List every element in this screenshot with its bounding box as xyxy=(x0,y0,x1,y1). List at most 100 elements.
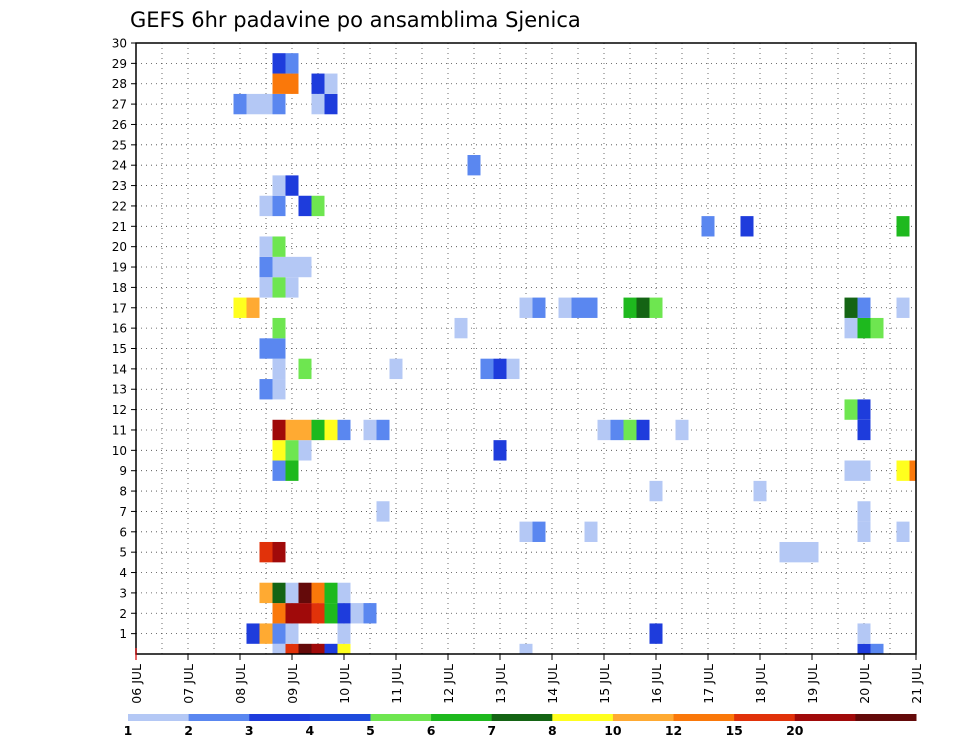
heatmap-cell xyxy=(857,317,871,339)
legend-color-swatch xyxy=(794,714,856,721)
heatmap-cell xyxy=(480,358,494,380)
heatmap-cell xyxy=(649,297,663,318)
heatmap-cell xyxy=(272,419,286,441)
heatmap-cell xyxy=(636,297,650,318)
heatmap-cell xyxy=(519,521,533,542)
heatmap-cell xyxy=(896,216,910,237)
heatmap-cell xyxy=(298,603,312,624)
heatmap-cell xyxy=(285,73,299,94)
heatmap-cell xyxy=(233,297,247,318)
y-tick-label: 14 xyxy=(112,362,127,376)
heatmap-cell xyxy=(597,419,611,441)
y-tick-label: 21 xyxy=(112,220,127,234)
heatmap-cell xyxy=(857,501,871,522)
heatmap-cell xyxy=(493,358,507,380)
heatmap-cell xyxy=(870,643,884,654)
legend-label: 8 xyxy=(548,723,557,738)
heatmap-cell xyxy=(298,440,312,461)
y-tick-label: 4 xyxy=(119,566,127,580)
heatmap-cell xyxy=(857,419,871,441)
heatmap-cell xyxy=(857,521,871,542)
heatmap-cell xyxy=(805,541,819,563)
x-tick-label: 12 JUL xyxy=(441,664,456,704)
y-tick-label: 22 xyxy=(112,199,127,213)
heatmap-cell xyxy=(467,155,481,176)
heatmap-cell xyxy=(259,195,273,217)
heatmap-cell xyxy=(272,256,286,278)
heatmap-cell xyxy=(285,277,299,298)
heatmap-cell xyxy=(259,379,273,400)
y-tick-label: 12 xyxy=(112,403,127,417)
heatmap-cell xyxy=(285,623,299,644)
heatmap-cell xyxy=(259,236,273,257)
x-tick-label: 19 JUL xyxy=(805,664,820,704)
heatmap-cell xyxy=(571,297,585,318)
x-tick-label: 10 JUL xyxy=(337,664,352,704)
y-tick-label: 13 xyxy=(112,383,127,397)
y-tick-label: 24 xyxy=(112,159,127,173)
heatmap-cell xyxy=(324,643,338,654)
heatmap-cell xyxy=(857,399,871,420)
x-tick-label: 17 JUL xyxy=(701,664,716,704)
heatmap-cell xyxy=(311,419,325,441)
heatmap-cell xyxy=(298,195,312,217)
heatmap-cell xyxy=(844,317,858,339)
heatmap-cell xyxy=(311,643,325,654)
legend-label: 4 xyxy=(305,723,314,738)
heatmap-cell xyxy=(532,521,546,542)
heatmap-cell xyxy=(259,277,273,298)
heatmap-cell xyxy=(844,399,858,420)
heatmap-cell xyxy=(857,460,871,481)
y-tick-label: 10 xyxy=(112,444,127,458)
legend-color-swatch xyxy=(855,714,917,721)
heatmap-cell xyxy=(493,440,507,461)
heatmap-cell xyxy=(584,521,598,542)
heatmap-cell xyxy=(272,53,286,74)
x-tick-label: 06 JUL xyxy=(129,664,144,704)
heatmap-cell xyxy=(532,297,546,318)
heatmap-cell xyxy=(272,73,286,94)
y-tick-label: 20 xyxy=(112,240,127,254)
y-tick-label: 9 xyxy=(119,464,127,478)
heatmap-cell xyxy=(337,419,351,441)
legend-color-swatch xyxy=(370,714,432,721)
legend-label: 5 xyxy=(366,723,375,738)
data-cells xyxy=(233,53,916,654)
x-tick-label: 21 JUL xyxy=(909,664,924,704)
heatmap-cell xyxy=(623,419,637,441)
heatmap-cell xyxy=(363,419,377,441)
heatmap-cell xyxy=(909,460,916,481)
heatmap-cell xyxy=(285,603,299,624)
y-tick-label: 17 xyxy=(112,301,127,315)
x-tick-label: 20 JUL xyxy=(857,664,872,704)
heatmap-cell xyxy=(324,582,338,604)
heatmap-cell xyxy=(675,419,689,441)
x-tick-label: 18 JUL xyxy=(753,664,768,704)
y-tick-label: 19 xyxy=(112,261,127,275)
heatmap-cell xyxy=(285,53,299,74)
heatmap-cell xyxy=(272,643,286,654)
heatmap-cell xyxy=(298,582,312,604)
legend-label: 7 xyxy=(487,723,496,738)
heatmap-cell xyxy=(272,460,286,481)
legend-color-swatch xyxy=(431,714,493,721)
heatmap-cell xyxy=(857,623,871,644)
x-tick-label: 14 JUL xyxy=(545,664,560,704)
y-tick-label: 25 xyxy=(112,138,127,152)
heatmap-cell xyxy=(519,297,533,318)
legend-color-swatch xyxy=(612,714,675,721)
heatmap-cell xyxy=(259,338,273,359)
heatmap-cell xyxy=(298,256,312,278)
heatmap-cell xyxy=(753,480,767,502)
heatmap-cell xyxy=(779,541,793,563)
heatmap-cell xyxy=(272,541,286,563)
heatmap-cell xyxy=(298,643,312,654)
x-tick-label: 08 JUL xyxy=(233,664,248,704)
y-tick-label: 6 xyxy=(119,525,127,539)
x-tick-label: 09 JUL xyxy=(285,664,300,704)
heatmap-cell xyxy=(272,338,286,359)
heatmap-cell xyxy=(337,603,351,624)
heatmap-cell xyxy=(337,623,351,644)
legend-color-swatch xyxy=(249,714,311,721)
